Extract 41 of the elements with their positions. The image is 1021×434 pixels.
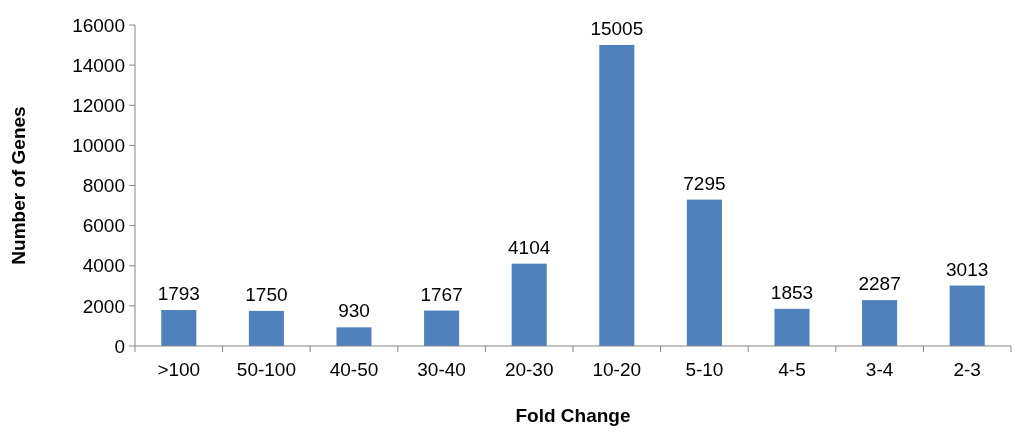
data-label: 3013 xyxy=(946,258,989,280)
y-tick-label: 0 xyxy=(114,335,125,357)
data-label: 4104 xyxy=(508,236,551,258)
data-label: 1793 xyxy=(157,283,200,305)
bar xyxy=(686,199,722,346)
x-tick-label: 5-10 xyxy=(685,359,724,380)
data-label: 1767 xyxy=(420,283,463,305)
x-tick-label: 3-4 xyxy=(865,359,894,380)
y-tick-label: 8000 xyxy=(82,175,125,197)
data-label: 1750 xyxy=(245,283,288,305)
data-label: 7295 xyxy=(683,172,726,194)
x-tick-label: 2-3 xyxy=(953,359,981,380)
x-tick-label: >100 xyxy=(157,359,201,380)
bar xyxy=(161,310,197,346)
data-label: 1853 xyxy=(770,281,814,303)
y-axis-title: Number of Genes xyxy=(8,106,29,265)
x-tick-label: 20-30 xyxy=(504,359,554,380)
bar xyxy=(862,300,898,346)
bar xyxy=(774,308,810,346)
y-tick-label: 14000 xyxy=(72,54,125,76)
data-label: 15005 xyxy=(590,17,644,39)
x-tick-label: 40-50 xyxy=(329,359,379,380)
y-tick-label: 6000 xyxy=(82,215,125,237)
data-label: 930 xyxy=(338,300,370,322)
bar xyxy=(599,44,635,346)
y-tick-label: 2000 xyxy=(82,295,125,317)
data-label: 2287 xyxy=(858,273,901,295)
y-tick-label: 10000 xyxy=(72,135,125,157)
x-tick-label: 4-5 xyxy=(778,359,806,380)
y-tick-label: 4000 xyxy=(82,255,125,277)
bar xyxy=(248,310,284,346)
y-tick-label: 16000 xyxy=(72,14,125,36)
bar xyxy=(949,285,985,346)
bar xyxy=(511,263,547,346)
bar xyxy=(336,327,372,346)
x-axis-title: Fold Change xyxy=(515,405,631,426)
x-tick-label: 30-40 xyxy=(417,359,466,380)
y-tick-label: 12000 xyxy=(72,94,125,116)
x-tick-label: 50-100 xyxy=(236,359,296,380)
bar xyxy=(424,310,460,346)
x-tick-label: 10-20 xyxy=(592,359,642,380)
